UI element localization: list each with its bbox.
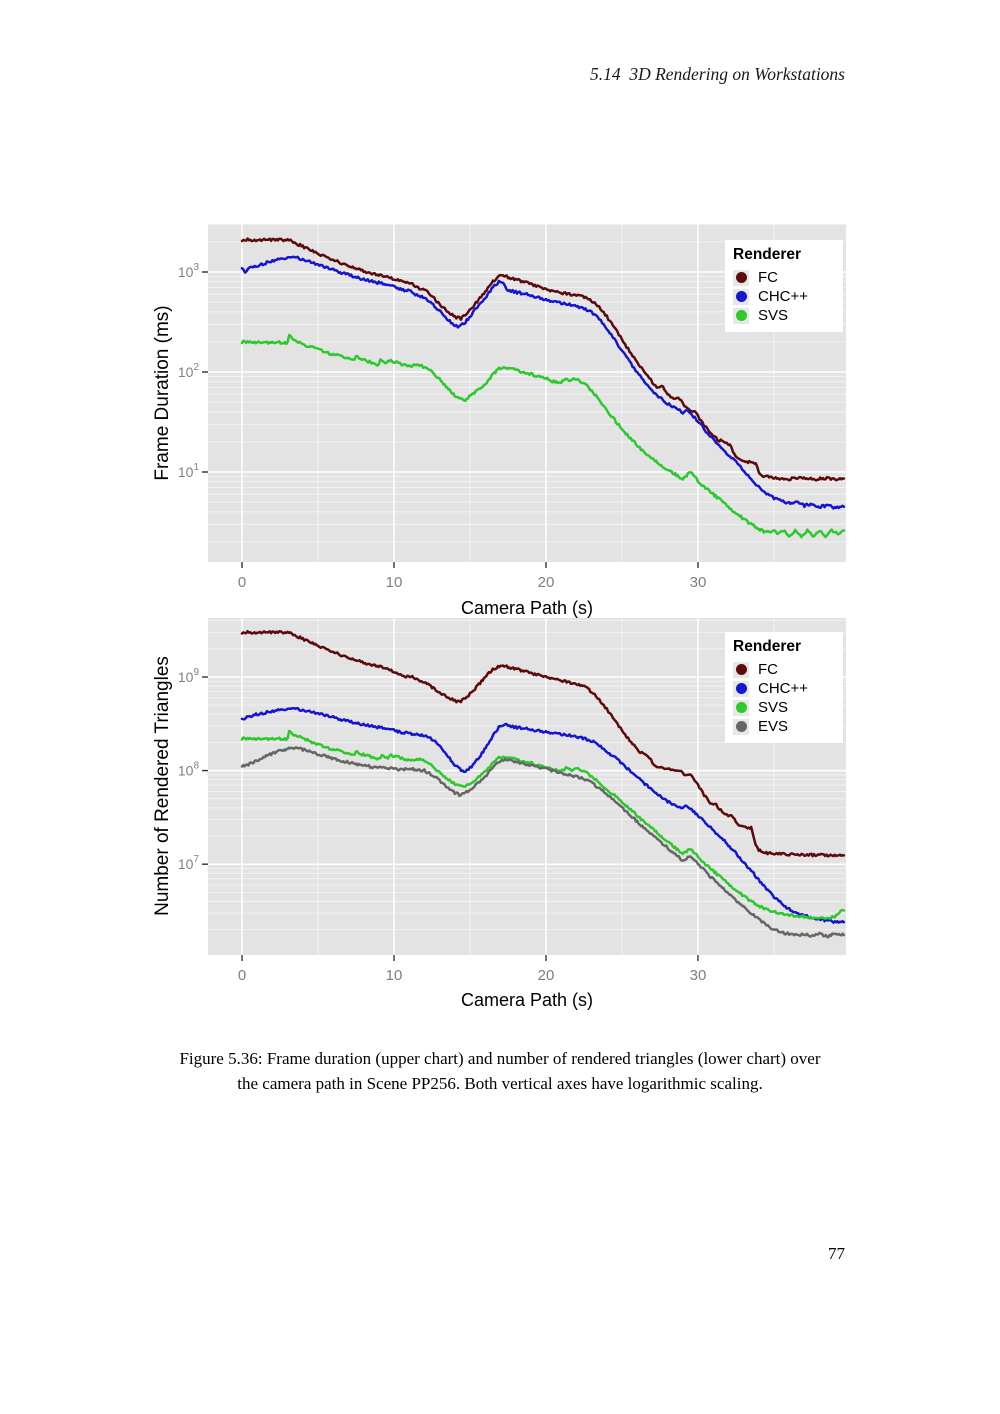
y-tick-label: 109: [178, 667, 200, 685]
series-line-svs: [240, 729, 846, 920]
legend-label-evs: EVS: [758, 718, 789, 735]
legend-label-chcpp: CHC++: [758, 680, 809, 697]
legend-dot-icon-svs: [735, 702, 747, 713]
x-tick-label: 0: [238, 967, 246, 984]
y-tick-label: 107: [178, 854, 200, 872]
y-axis-title-rendered-triangles: Number of Rendered Triangles: [152, 656, 173, 916]
y-tick-label: 103: [178, 262, 200, 280]
legend-item-svs: SVS: [733, 698, 837, 717]
legend-label-fc: FC: [758, 269, 778, 286]
x-tick-label: 30: [690, 967, 707, 984]
legend-item-svs: SVS: [733, 306, 837, 325]
legend-title: Renderer: [733, 246, 802, 263]
y-tick-label: 108: [178, 761, 200, 779]
legend-label-svs: SVS: [758, 307, 789, 324]
x-tick-label: 10: [386, 967, 403, 984]
legend-item-chcpp: CHC++: [733, 679, 837, 698]
page-number: 77: [828, 1244, 845, 1263]
y-tick-label: 101: [178, 462, 200, 480]
x-axis-title-camera-path-lower: Camera Path (s): [460, 990, 594, 1010]
legend-key-fc: [733, 269, 749, 286]
x-tick-label: 30: [690, 574, 707, 591]
legend-dot-icon-chcpp: [735, 291, 747, 302]
legend-item-chcpp: CHC++: [733, 287, 837, 306]
legend-key-fc: [733, 661, 749, 678]
legend-key-chcpp: [733, 680, 749, 697]
legend-dot-icon-fc: [735, 272, 747, 283]
x-tick-label: 0: [238, 574, 246, 591]
series-line-fc: [240, 237, 846, 482]
x-tick-label: 20: [538, 574, 555, 591]
running-header: 5.14 3D Rendering on Workstations: [589, 64, 845, 84]
series-line-chcpp: [240, 255, 846, 510]
legend-label-chcpp: CHC++: [758, 288, 809, 305]
legend-dot-icon-fc: [735, 664, 747, 675]
series-line-svs: [240, 333, 846, 539]
legend-title: Renderer: [733, 638, 802, 655]
rendered-triangles-chart: 0 10 20 30 109 108 107 Number of Rendered Tria…: [130, 608, 860, 1018]
series-line-chcpp: [240, 706, 846, 924]
legend-key-evs: [733, 718, 749, 735]
legend-renderer-upper: Renderer FC CHC++ SVS: [725, 240, 843, 332]
legend-key-svs: [733, 307, 749, 324]
legend-item-fc: FC: [733, 660, 837, 679]
legend-renderer-lower: Renderer FC CHC++ SVS EVS: [725, 632, 843, 743]
legend-dot-icon-chcpp: [735, 683, 747, 694]
frame-duration-chart: 0 10 20 30 103 102 101 Frame Duration (ms) Cam…: [130, 210, 860, 624]
figure-caption-line2: the camera path in Scene PP256. Both ver…: [237, 1073, 763, 1093]
figure-caption: Figure 5.36: Frame duration (upper chart…: [120, 1047, 880, 1096]
legend-key-chcpp: [733, 288, 749, 305]
x-axis-title-camera-path-upper: Camera Path (s): [460, 598, 594, 618]
legend-label-fc: FC: [758, 661, 778, 678]
x-tick-label: 10: [386, 574, 403, 591]
figure-caption-line1: Figure 5.36: Frame duration (upper chart…: [179, 1049, 821, 1068]
series-line-fc: [240, 629, 846, 858]
legend-dot-icon-svs: [735, 310, 747, 321]
legend-label-svs: SVS: [758, 699, 789, 716]
legend-item-fc: FC: [733, 268, 837, 287]
series-line-evs: [240, 746, 846, 939]
x-tick-label: 20: [538, 967, 555, 984]
legend-dot-icon-evs: [735, 721, 747, 732]
legend-item-evs: EVS: [733, 717, 837, 736]
y-axis-title-frame-duration: Frame Duration (ms): [152, 305, 173, 481]
y-tick-label: 102: [178, 362, 200, 380]
legend-key-svs: [733, 699, 749, 716]
